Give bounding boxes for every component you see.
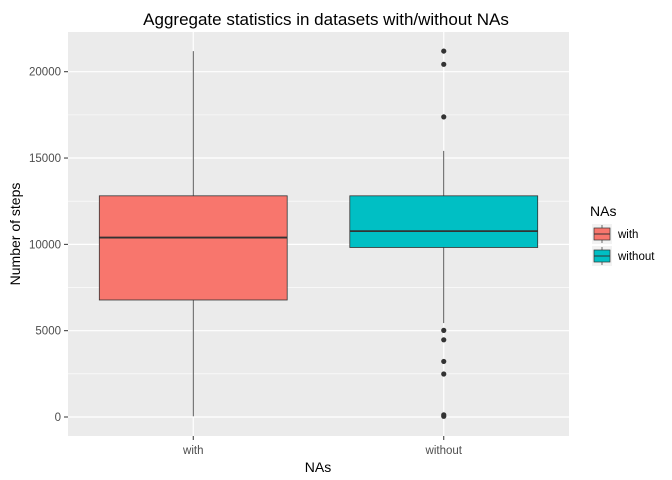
y-axis: 0 5000 10000 15000 20000 xyxy=(29,67,68,424)
y-tick-label: 5000 xyxy=(35,326,61,338)
chart-title: Aggregate statistics in datasets with/wi… xyxy=(143,10,509,29)
y-tick-label: 0 xyxy=(55,412,61,424)
y-tick-label: 10000 xyxy=(29,239,61,251)
outlier-point xyxy=(441,412,447,418)
y-tick-label: 20000 xyxy=(29,67,61,79)
outlier-point xyxy=(441,337,447,343)
y-axis-title: Number of steps xyxy=(7,183,23,286)
legend-label-without: without xyxy=(617,251,655,263)
iqr-box xyxy=(98,195,288,301)
legend-label-with: with xyxy=(617,229,638,241)
box-with xyxy=(98,51,288,417)
outlier-point xyxy=(441,327,447,333)
legend-title: NAs xyxy=(590,203,616,219)
box-without xyxy=(349,48,539,419)
y-tick-label: 15000 xyxy=(29,153,61,165)
boxes xyxy=(98,48,539,419)
legend: NAs with without xyxy=(590,203,655,266)
outlier-point xyxy=(441,114,447,120)
x-axis: with without xyxy=(182,436,463,457)
outlier-point xyxy=(441,61,447,67)
x-axis-title: NAs xyxy=(305,459,331,475)
x-tick-label: without xyxy=(425,445,463,457)
x-tick-label: with xyxy=(182,445,203,457)
outlier-point xyxy=(441,358,447,365)
outlier-point xyxy=(441,48,447,54)
outlier-point xyxy=(441,371,447,377)
iqr-box xyxy=(349,195,539,248)
